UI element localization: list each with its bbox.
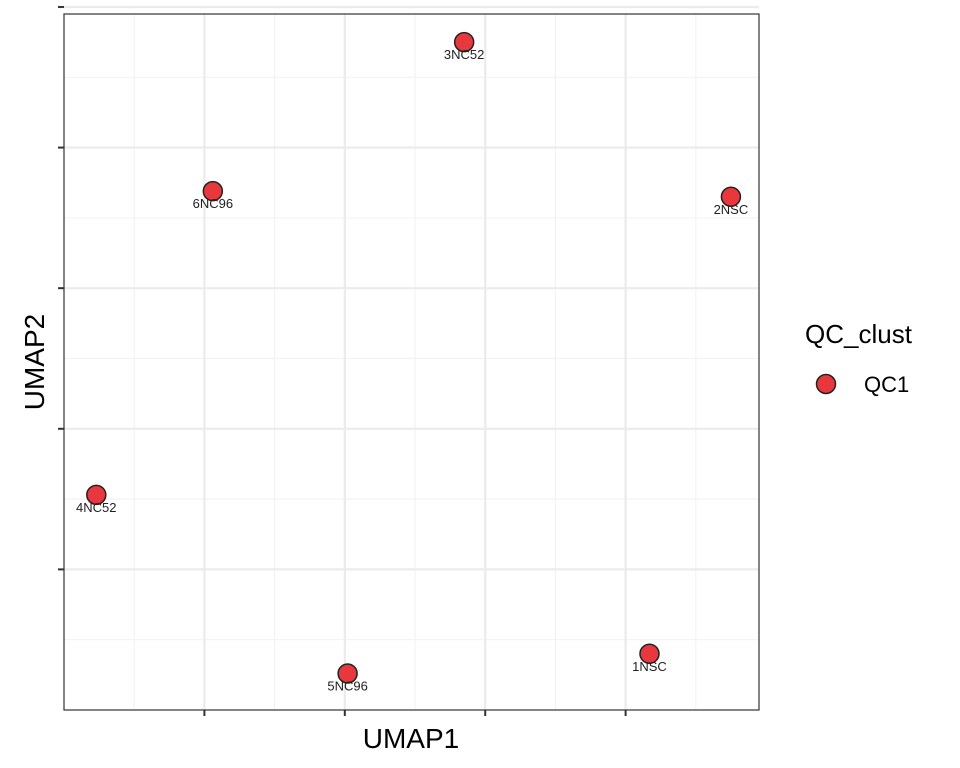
point-label-4NC52: 4NC52	[76, 500, 116, 515]
point-label-5NC96: 5NC96	[327, 678, 367, 693]
x-axis-title: UMAP1	[363, 723, 459, 754]
y-axis-title: UMAP2	[19, 314, 50, 410]
point-4NC52	[86, 484, 107, 506]
point-1NSC	[639, 643, 660, 665]
point-label-2NSC: 2NSC	[714, 202, 749, 217]
point-5NC96	[337, 663, 358, 684]
plot-background	[64, 14, 759, 710]
plot-panel-border	[63, 13, 760, 711]
point-label-1NSC: 1NSC	[632, 659, 667, 674]
data-points	[86, 31, 742, 684]
data-point-labels: 3NC52 6NC96 2NSC 4NC52 5NC96 1NSC	[76, 47, 748, 693]
point-label-6NC96: 6NC96	[193, 196, 233, 211]
point-3NC52	[453, 31, 475, 53]
legend-title: QC_clust	[805, 319, 913, 349]
legend-key-qc1	[815, 373, 837, 395]
point-label-3NC52: 3NC52	[444, 47, 484, 62]
point-2NSC	[720, 186, 742, 208]
x-axis-ticks	[203, 710, 627, 716]
legend-label-qc1: QC1	[864, 372, 909, 397]
y-axis-ticks	[58, 5, 64, 571]
major-gridlines	[64, 5, 759, 710]
minor-gridlines	[64, 14, 759, 710]
point-6NC96	[202, 180, 224, 202]
legend: QC_clust QC1	[805, 319, 913, 397]
